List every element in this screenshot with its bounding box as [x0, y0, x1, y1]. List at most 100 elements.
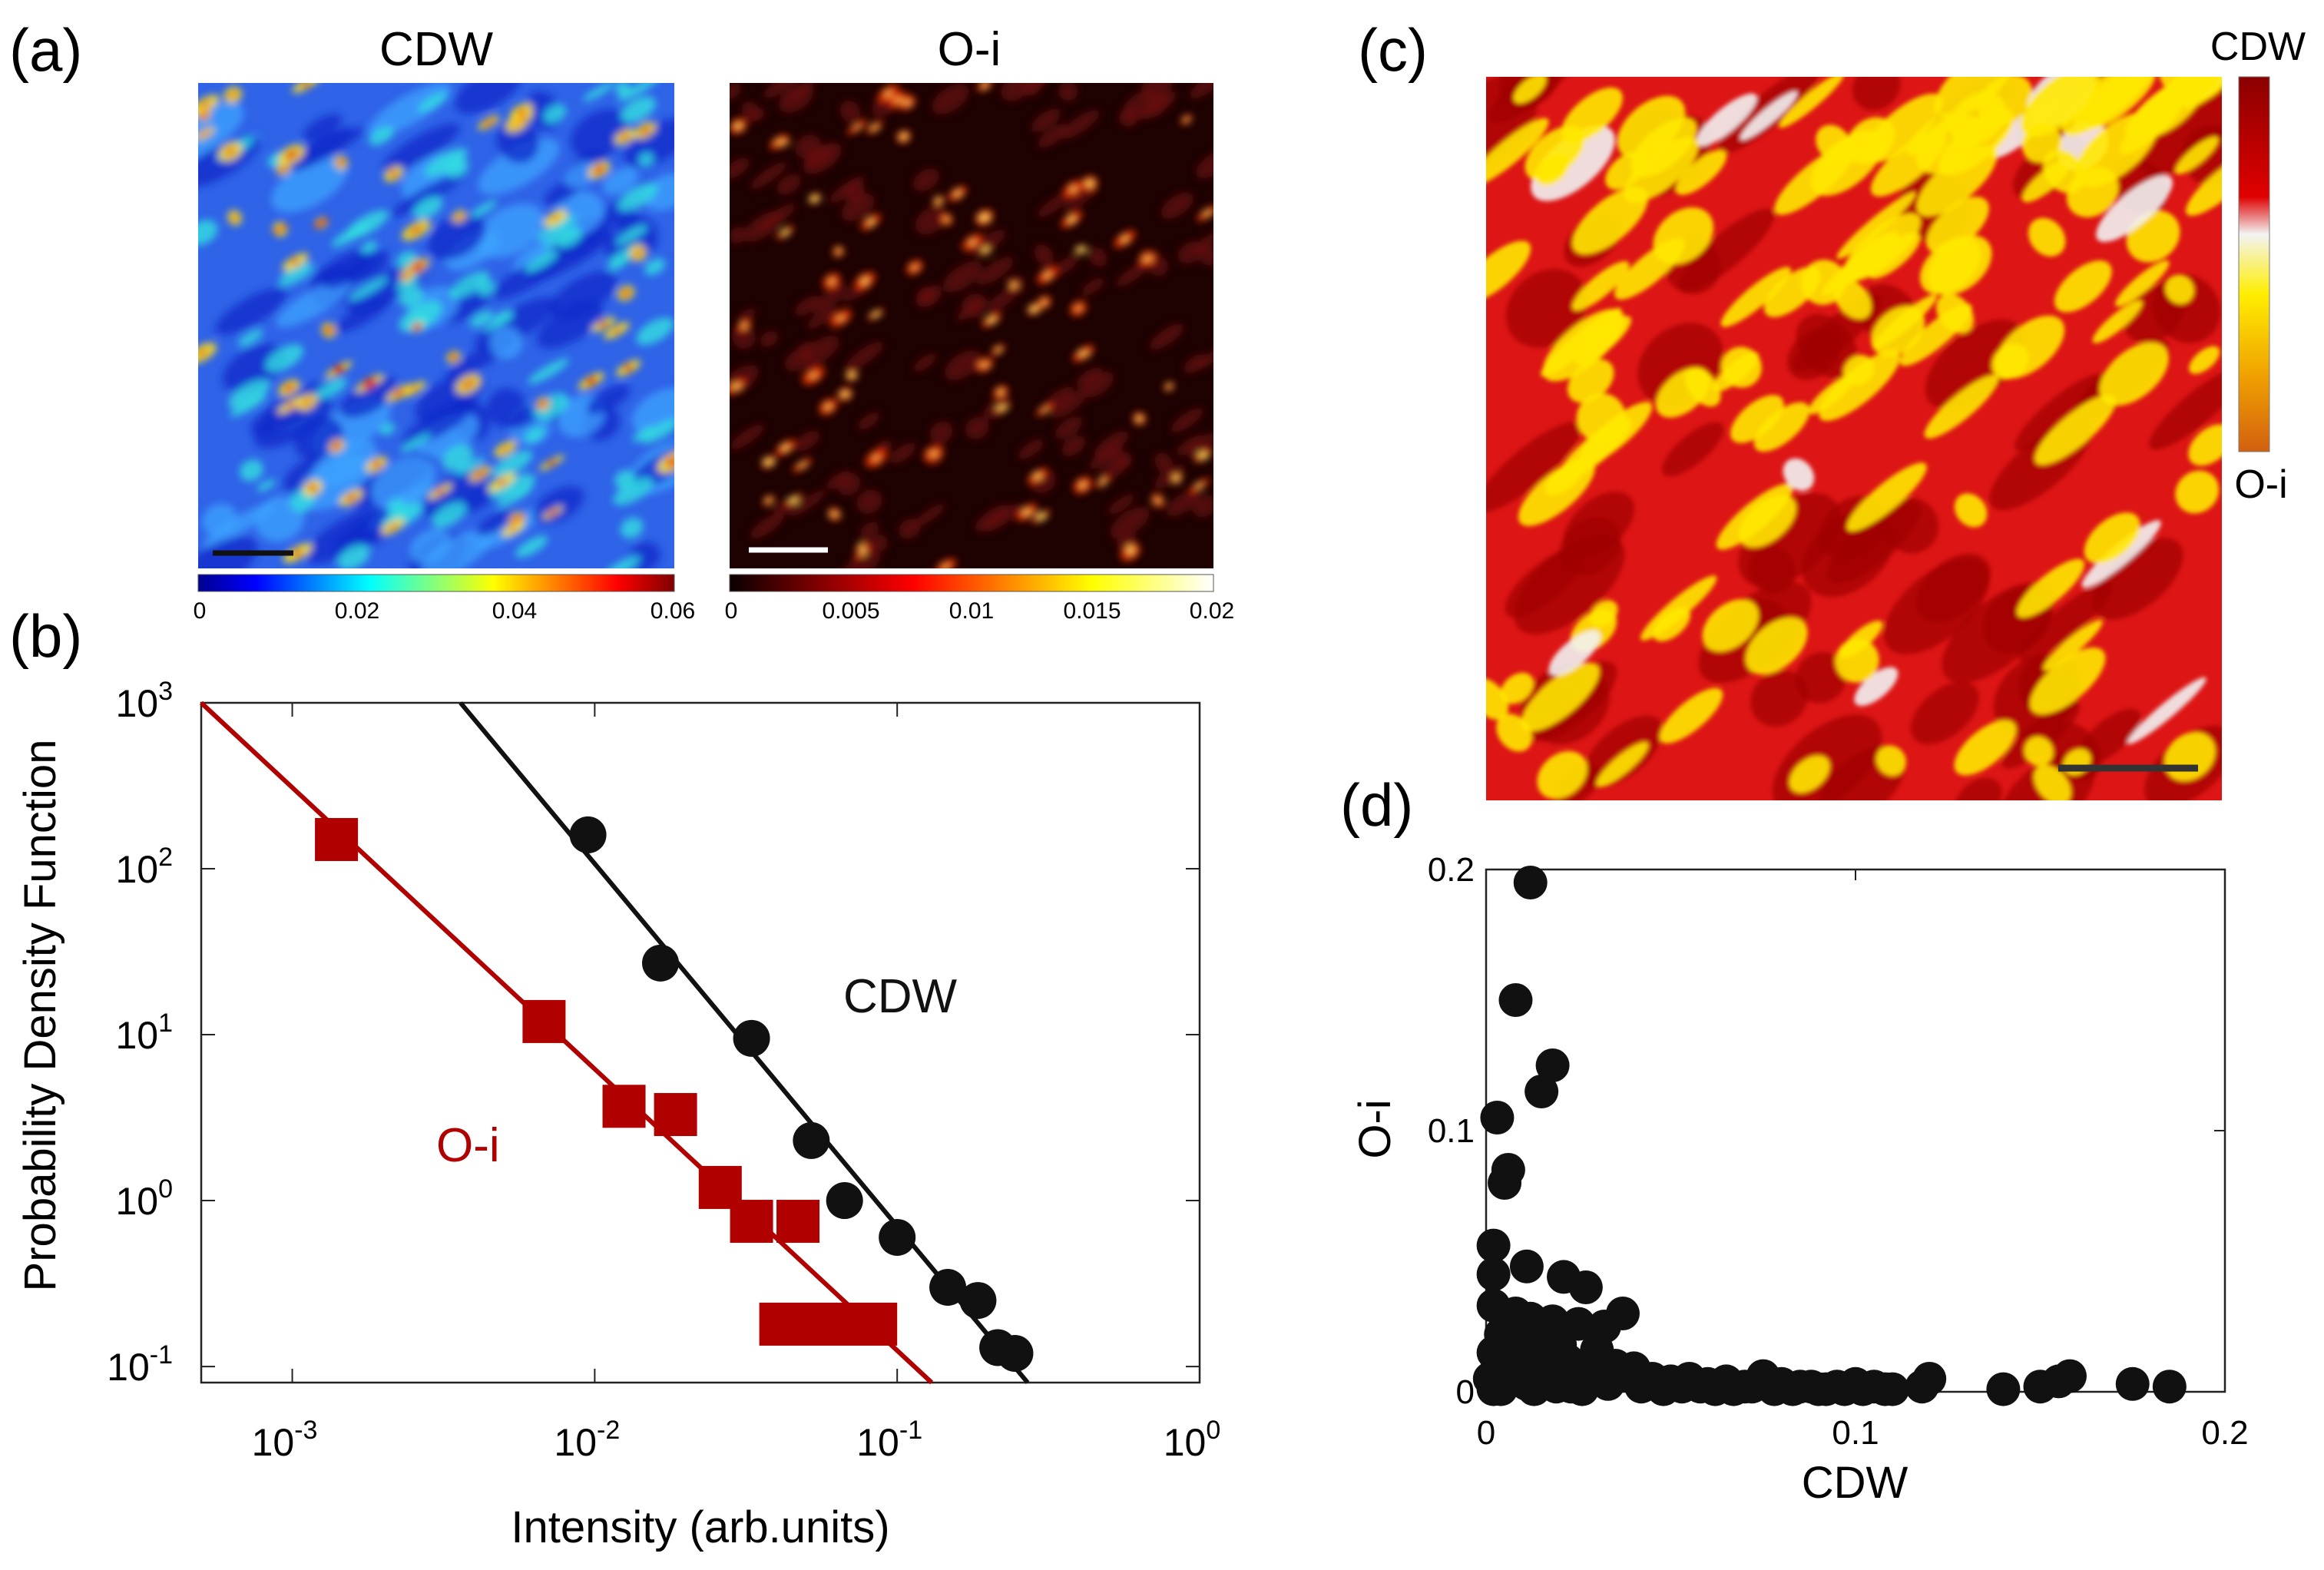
c-texture-blob — [2002, 701, 2081, 769]
cdw-texture-blob — [641, 419, 674, 444]
oi-texture-blob — [836, 248, 841, 255]
cdw-texture-blob — [537, 399, 549, 409]
oi-texture-blob — [965, 416, 989, 439]
oi-texture-blob — [911, 265, 919, 270]
oi-texture-blob — [929, 452, 939, 456]
c-texture-blob — [2092, 300, 2143, 343]
cdw-texture-blob — [309, 484, 316, 492]
c-texture-blob — [1655, 367, 1710, 418]
oi-texture-blob — [1033, 473, 1042, 479]
oi-texture-blob — [977, 257, 1014, 286]
cdw-texture-blob — [410, 260, 425, 272]
oi-texture-blob — [781, 229, 790, 237]
b-point-oi — [776, 1200, 820, 1244]
d-point — [2052, 1359, 2087, 1393]
oi-texture-blob — [1175, 435, 1203, 455]
c-texture-blob — [2089, 77, 2156, 129]
cdw-texture-blob — [346, 210, 389, 239]
c-colorbar-label-bottom: O-i — [2234, 462, 2287, 507]
cdw-texture-blob — [345, 493, 356, 502]
oi-texture-blob — [730, 83, 741, 100]
d-point — [1776, 1372, 1810, 1406]
oi-texture-blob — [750, 512, 784, 539]
cdw-texture-blob — [536, 215, 577, 240]
cdw-texture-blob — [570, 109, 631, 159]
cdw-texture-blob — [617, 183, 658, 211]
cdw-texture-blob — [624, 119, 674, 168]
b-point-oi — [730, 1200, 773, 1244]
d-x-tick-label: 0.2 — [2201, 1414, 2248, 1452]
c-texture-blob — [1614, 238, 1686, 300]
oi-texture-blob — [1031, 108, 1061, 132]
oi-texture-blob — [854, 125, 860, 129]
oi-colorbar-tick: 0.005 — [822, 598, 879, 624]
d-ylabel: O-i — [1350, 1099, 1400, 1158]
b-series-label-oi: O-i — [436, 1119, 500, 1172]
cdw-texture-blob — [382, 123, 460, 173]
b-point-cdw — [959, 1282, 997, 1320]
c-texture-blob — [2018, 581, 2114, 663]
cdw-texture-blob — [270, 156, 348, 213]
c-texture-blob — [2123, 284, 2185, 343]
b-point-cdw — [879, 1218, 916, 1256]
oi-texture-blob — [1053, 256, 1078, 276]
c-texture-blob — [1753, 402, 1810, 452]
oi-texture-blob — [1079, 482, 1086, 489]
cdw-texture-blob — [402, 400, 474, 446]
c-texture-blob — [1779, 77, 1845, 128]
panel-label-b: (b) — [9, 602, 82, 670]
cdw-texture-blob — [461, 379, 475, 389]
b-xlabel: Intensity (arb.units) — [511, 1502, 889, 1552]
oi-texture-blob — [730, 424, 765, 450]
c-texture-blob — [2175, 470, 2220, 514]
oi-texture-blob — [779, 83, 814, 114]
oi-texture-blob — [1195, 346, 1213, 370]
oi-texture-blob — [978, 214, 991, 221]
b-y-tick-label: 103 — [115, 677, 173, 725]
cdw-texture-blob — [432, 502, 467, 528]
cdw-texture-blob — [315, 377, 347, 399]
c-texture-blob — [1924, 374, 1999, 439]
cdw-texture-blob — [239, 459, 263, 482]
cdw-texture-blob — [361, 240, 378, 253]
c-texture-blob — [1720, 346, 1762, 388]
cdw-texture-blob — [198, 220, 218, 246]
b-point-oi — [602, 1085, 646, 1128]
b-point-cdw — [996, 1334, 1034, 1372]
cdw-texture-blob — [442, 445, 474, 471]
c-texture-blob — [1783, 458, 1815, 491]
cdw-texture-blob — [510, 526, 517, 532]
b-point-oi-bar — [759, 1302, 898, 1346]
d-point — [1509, 1366, 1544, 1401]
cdw-texture-blob — [604, 555, 641, 568]
cdw-texture-blob — [409, 225, 424, 235]
oi-texture-blob — [1170, 407, 1203, 433]
c-texture-blob — [1521, 662, 1600, 732]
oi-texture-blob — [943, 260, 982, 293]
cdw-texture-blob — [372, 460, 382, 469]
cdw-texture-blob — [666, 457, 674, 467]
oi-texture-blob — [1035, 512, 1047, 521]
cdw-texture-blob — [586, 384, 631, 415]
oi-texture-blob — [841, 551, 881, 568]
oi-texture-blob — [828, 512, 841, 516]
cdw-texture-blob — [396, 275, 419, 292]
cdw-texture-blob — [638, 152, 654, 167]
b-point-cdw — [793, 1121, 830, 1159]
d-point — [1846, 1372, 1880, 1406]
cdw-texture-blob — [198, 130, 211, 138]
oi-texture-blob — [1041, 407, 1048, 412]
b-y-tick-label: 101 — [115, 1009, 173, 1057]
cdw-texture-blob — [632, 249, 644, 257]
c-texture-blob — [1596, 741, 1649, 787]
cdw-colorbar — [197, 574, 675, 592]
b-point-oi — [654, 1093, 697, 1137]
c-texture-blob — [1548, 630, 1601, 676]
oi-texture-blob — [846, 341, 884, 370]
oi-texture-blob — [886, 90, 891, 98]
cdw-texture-blob — [392, 388, 407, 398]
d-point — [1576, 1353, 1611, 1388]
cdw-texture-blob — [455, 83, 522, 114]
cdw-texture-blob — [481, 118, 496, 128]
